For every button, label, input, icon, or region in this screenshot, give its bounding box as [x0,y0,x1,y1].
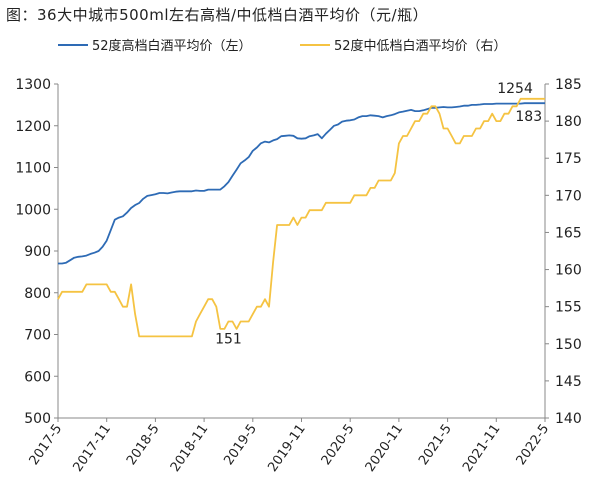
right-tick-label: 165 [555,225,582,241]
right-tick-label: 175 [555,151,582,167]
left-tick-label: 1200 [15,119,51,135]
x-tick-label: 2018-5 [124,422,163,468]
x-tick-label: 2017-5 [27,422,66,468]
series-line-high-end [58,102,545,265]
annotation-layer: 1254 151 183 [215,81,542,347]
left-tick-label: 1300 [15,77,51,93]
x-tick-label: 2019-11 [265,422,308,475]
x-tick-label: 2019-5 [221,422,260,468]
x-tick-label: 2020-5 [319,422,358,468]
x-tick-label: 2017-11 [71,422,114,475]
right-tick-label: 155 [555,300,582,316]
left-tick-label: 800 [24,286,51,302]
data-label-183: 183 [515,109,542,125]
left-tick-label: 900 [24,244,51,260]
left-tick-label: 500 [24,411,51,427]
left-tick-label: 1100 [15,161,51,177]
legend-label-mid-low-end: 52度中低档白酒平均价（右） [334,38,507,54]
x-tick-label: 2022-5 [514,422,553,468]
right-tick-label: 140 [555,411,582,427]
left-tick-label: 700 [24,328,51,344]
legend-label-high-end: 52度高档白酒平均价（左） [92,38,252,54]
chart-title: 图：36大中城市500ml左右高档/中低档白酒平均价（元/瓶） [6,6,429,24]
legend: 52度高档白酒平均价（左） 52度中低档白酒平均价（右） [58,38,507,54]
data-label-151: 151 [215,332,242,348]
left-tick-label: 600 [24,369,51,385]
right-tick-label: 160 [555,263,582,279]
right-tick-label: 145 [555,374,582,390]
x-tick-label: 2021-5 [416,422,455,468]
data-label-1254: 1254 [497,81,533,97]
axes: 500 600 700 800 900 1000 1100 1200 1300 140 145 150… [15,77,581,475]
right-tick-label: 170 [555,188,582,204]
series-line-mid-low-end [57,97,545,338]
x-tick-label: 2020-11 [363,422,406,475]
right-tick-label: 150 [555,337,582,353]
x-tick-label: 2021-11 [460,422,503,475]
x-tick-label: 2018-11 [168,422,211,475]
left-tick-label: 1000 [15,202,51,218]
series-layer [57,97,545,338]
right-tick-label: 185 [555,77,582,93]
right-tick-label: 180 [555,114,582,130]
